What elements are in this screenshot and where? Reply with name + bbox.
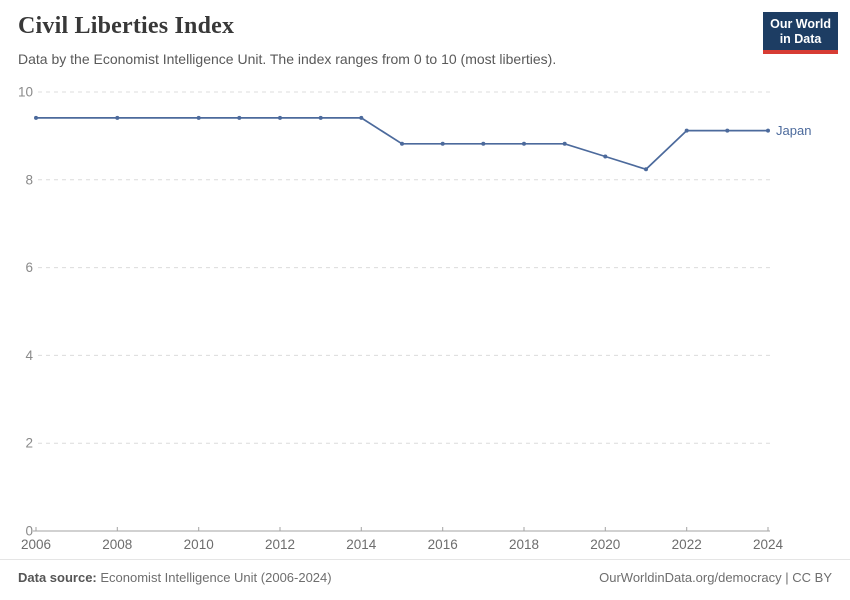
x-tick-label: 2016 [428,537,458,552]
datasource-label: Data source: [18,570,97,585]
data-point[interactable] [766,128,770,133]
y-tick-label: 2 [25,436,33,451]
y-tick-label: 6 [25,260,33,275]
data-point[interactable] [684,128,689,133]
data-point[interactable] [562,141,567,146]
x-tick-label: 2014 [346,537,377,552]
data-point[interactable] [318,115,323,120]
y-tick-label: 8 [25,172,33,187]
data-point[interactable] [278,115,282,120]
data-point[interactable] [400,141,404,146]
chart-subtitle: Data by the Economist Intelligence Unit.… [18,51,557,67]
data-point[interactable] [359,115,364,120]
data-point[interactable] [196,115,201,120]
series-label-japan[interactable]: Japan [776,123,811,138]
datasource-text: Data source: Economist Intelligence Unit… [18,570,332,585]
x-tick-label: 2006 [21,537,51,552]
owid-logo-line2: in Data [779,32,822,46]
y-tick-label: 4 [25,348,33,363]
owid-logo: Our World in Data [763,12,838,54]
data-point[interactable] [440,141,445,146]
page-title: Civil Liberties Index [18,13,235,39]
y-tick-label: 0 [25,524,33,539]
owid-logo-line1: Our World [770,17,831,31]
credit-link[interactable]: OurWorldinData.org/democracy | CC BY [599,570,832,585]
data-point[interactable] [34,115,38,120]
data-point[interactable] [644,167,648,172]
chart-footer: Data source: Economist Intelligence Unit… [0,559,850,600]
data-point[interactable] [115,115,120,120]
x-tick-label: 2024 [753,537,784,552]
x-tick-label: 2020 [590,537,620,552]
x-tick-label: 2008 [102,537,132,552]
y-tick-label: 10 [18,85,33,100]
data-point[interactable] [237,115,242,120]
data-point[interactable] [522,141,526,146]
data-point[interactable] [725,128,730,133]
data-point[interactable] [603,154,608,159]
x-tick-label: 2018 [509,537,539,552]
x-tick-label: 2022 [672,537,702,552]
data-point[interactable] [481,141,486,146]
datasource-value: Economist Intelligence Unit (2006-2024) [96,570,332,585]
x-tick-label: 2012 [265,537,295,552]
x-tick-label: 2010 [184,537,214,552]
